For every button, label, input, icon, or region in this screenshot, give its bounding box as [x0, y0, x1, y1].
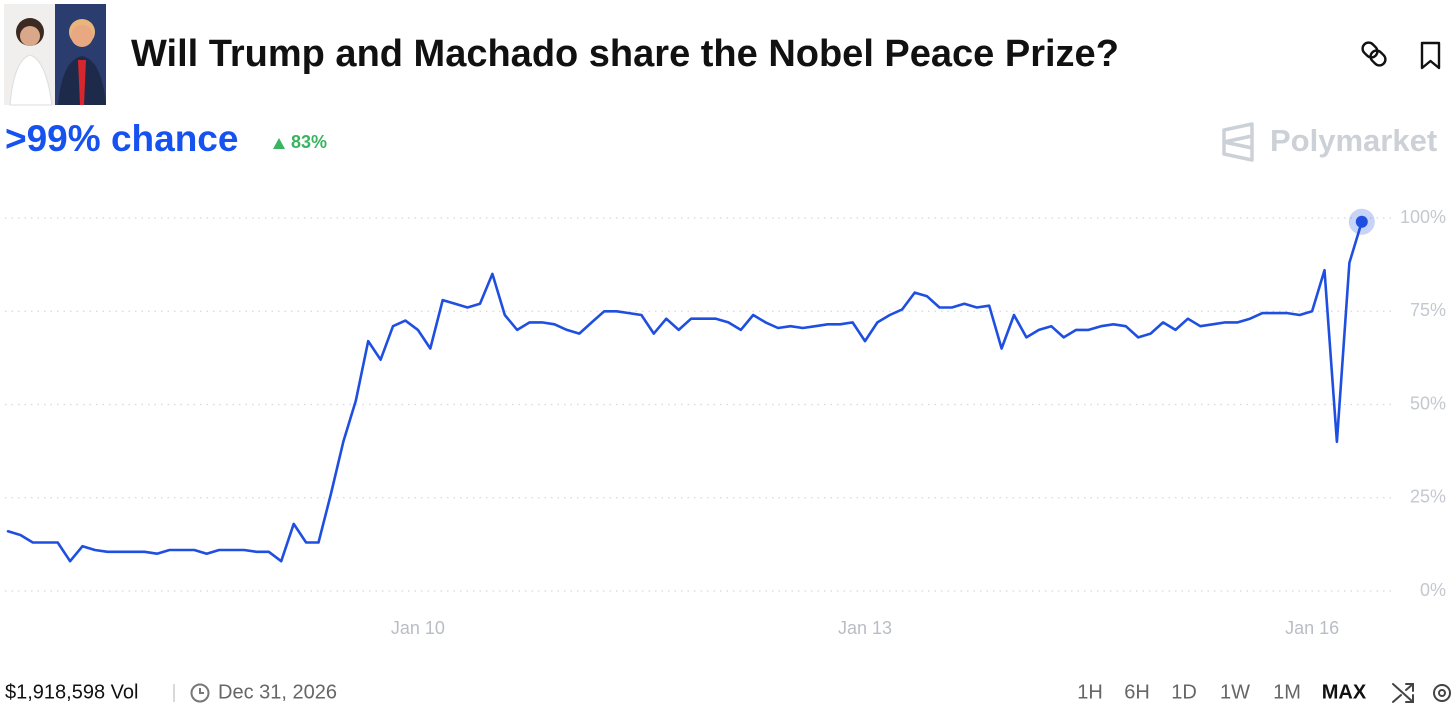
x-tick-label: Jan 13 [838, 618, 892, 638]
range-button[interactable]: 1D [1171, 681, 1197, 703]
range-button[interactable]: 1H [1077, 681, 1103, 703]
y-tick-label: 25% [1410, 487, 1446, 507]
range-button[interactable]: 1W [1220, 681, 1250, 703]
settings-icon[interactable] [1433, 684, 1451, 702]
price-chart: 0% 25% 50% 75% 100% Jan 10 Jan 13 Jan 16 [5, 207, 1446, 638]
copy-link-button[interactable] [1360, 40, 1388, 68]
clock-icon [190, 683, 210, 703]
x-tick-label: Jan 16 [1285, 618, 1339, 638]
bookmark-button[interactable] [1420, 41, 1441, 70]
volume: $1,918,598 Vol [5, 681, 138, 703]
y-tick-label: 100% [1400, 207, 1446, 227]
y-tick-label: 50% [1410, 393, 1446, 413]
last-point [1355, 215, 1368, 228]
market-title: Will Trump and Machado share the Nobel P… [131, 33, 1119, 75]
change-arrow [273, 138, 285, 149]
range-button[interactable]: 1M [1273, 681, 1301, 703]
price-line [6, 220, 1364, 563]
change-label: 83% [291, 132, 327, 152]
x-tick-label: Jan 10 [391, 618, 445, 638]
market-thumbnail [4, 4, 106, 106]
range-button[interactable]: 6H [1124, 681, 1150, 703]
y-tick-label: 75% [1410, 300, 1446, 320]
y-tick-label: 0% [1420, 580, 1446, 600]
shuffle-icon[interactable] [1392, 683, 1414, 703]
range-button[interactable]: MAX [1322, 681, 1367, 703]
end-date: Dec 31, 2026 [218, 681, 337, 703]
range-selector: 1H 6H 1D 1W 1M MAX [1077, 681, 1367, 703]
brand-name: Polymarket [1270, 123, 1437, 158]
chance-label: >99% chance [5, 118, 238, 159]
brand-logo [1222, 122, 1254, 162]
